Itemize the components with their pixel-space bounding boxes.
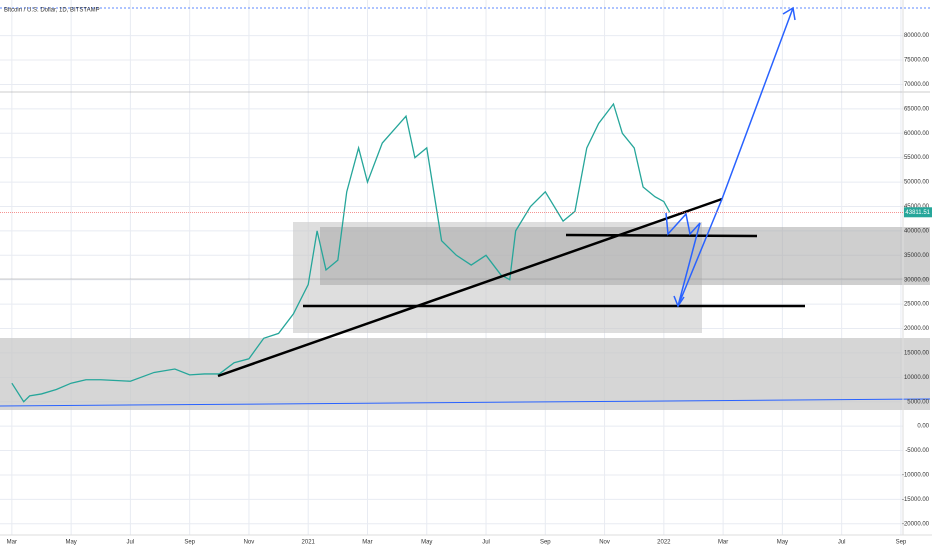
arrow-head [673,295,685,308]
y-tick-label: 35000.00 [904,253,930,259]
x-tick-label: Mar [718,540,728,546]
x-tick-label: Sep [540,540,551,546]
x-tick-label: Jul [482,540,490,546]
zone-box [320,227,930,285]
last-price-tag [904,207,932,218]
y-tick-label: 50000.00 [904,180,930,186]
y-tick-label: 55000.00 [904,155,930,161]
y-tick-label: 45000.00 [904,204,930,210]
y-tick-label: -15000.00 [902,497,930,503]
projection-path [665,7,794,307]
x-tick-label: Mar [362,540,372,546]
x-tick-label: May [65,540,76,546]
x-tick-label: May [421,540,432,546]
y-tick-label: 25000.00 [904,302,930,308]
projection-arrows [665,6,796,308]
x-tick-label: Nov [244,540,255,546]
chart-title: Bitcoin / U.S. Dollar, 1D, BITSTAMP [4,8,100,14]
y-tick-label: 30000.00 [904,277,930,283]
y-tick-label: 65000.00 [904,106,930,112]
trend-line [0,398,931,407]
x-tick-label: 2022 [657,540,671,546]
y-tick-label: -10000.00 [902,473,930,479]
price-line [11,102,671,403]
y-tick-label: -20000.00 [902,521,930,527]
trend-line [217,197,723,378]
y-tick-label: 40000.00 [904,228,930,234]
y-tick-label: 0.00 [917,424,929,430]
arrow-head [782,6,796,21]
x-tick-label: Nov [599,540,610,546]
x-tick-label: 2021 [302,540,316,546]
y-tick-label: 60000.00 [904,131,930,137]
x-tick-label: May [777,540,788,546]
y-tick-label: 75000.00 [904,58,930,64]
x-tick-label: Sep [184,540,195,546]
y-tick-label: 5000.00 [907,399,929,405]
y-tick-label: -5000.00 [905,448,929,454]
y-tick-label: 10000.00 [904,375,930,381]
x-tick-label: Jul [127,540,135,546]
y-tick-label: 70000.00 [904,82,930,88]
last-price-label: 43811.51 [905,210,930,216]
support-line [565,233,758,238]
x-tick-label: Sep [896,540,907,546]
zone-box [0,338,930,410]
y-tick-label: 20000.00 [904,326,930,332]
y-tick-label: 80000.00 [904,33,930,39]
x-tick-label: Mar [7,540,17,546]
y-tick-label: 15000.00 [904,351,930,357]
x-tick-label: Jul [838,540,846,546]
